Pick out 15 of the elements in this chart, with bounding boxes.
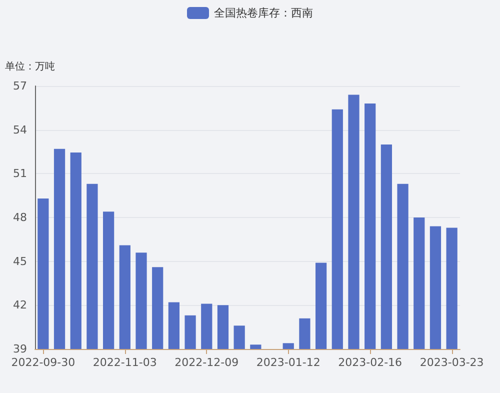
y-tick-label: 42 bbox=[13, 298, 27, 312]
legend-label: 全国热卷库存：西南 bbox=[214, 6, 313, 20]
y-tick-label: 45 bbox=[13, 254, 27, 268]
y-tick-label: 48 bbox=[13, 211, 27, 224]
x-tick-label: 2023-03-23 bbox=[420, 356, 484, 369]
y-tick-label: 57 bbox=[13, 80, 27, 92]
x-tick-label: 2022-12-09 bbox=[174, 356, 239, 369]
x-tick-label: 2023-01-12 bbox=[256, 356, 320, 369]
y-axis-title: 单位：万吨 bbox=[5, 60, 55, 72]
y-tick-label: 39 bbox=[13, 342, 27, 356]
y-tick-label: 54 bbox=[13, 123, 27, 136]
x-tick-label: 2022-11-03 bbox=[92, 356, 157, 369]
y-tick-label: 51 bbox=[13, 167, 27, 180]
x-tick-label: 2023-02-16 bbox=[338, 356, 402, 369]
x-tick-label: 2022-09-30 bbox=[11, 356, 76, 369]
